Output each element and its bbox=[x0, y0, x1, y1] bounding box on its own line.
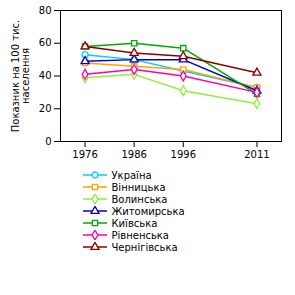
svg-text:2011: 2011 bbox=[244, 149, 269, 160]
svg-text:1996: 1996 bbox=[171, 149, 196, 160]
html-text:Вінницька: Вінницька bbox=[111, 181, 166, 193]
svg-text:80: 80 bbox=[39, 5, 52, 16]
svg-text:1986: 1986 bbox=[121, 149, 146, 160]
svg-text:40: 40 bbox=[39, 70, 52, 81]
html-text:Житомирська: Житомирська bbox=[111, 205, 185, 217]
html-text:Рівненська: Рівненська bbox=[111, 229, 169, 241]
html-text:Україна: Україна bbox=[111, 169, 152, 181]
svg-text:Показник на 100 тис.населення: Показник на 100 тис.населення bbox=[10, 20, 31, 133]
svg-text:20: 20 bbox=[39, 103, 52, 114]
html-text:Київська: Київська bbox=[111, 217, 158, 229]
svg-text:60: 60 bbox=[39, 37, 52, 48]
svg-text:0: 0 bbox=[45, 136, 51, 147]
html-text:Волинська: Волинська bbox=[111, 193, 168, 205]
svg-text:1976: 1976 bbox=[72, 149, 97, 160]
html-text:Чернігівська: Чернігівська bbox=[111, 241, 178, 253]
